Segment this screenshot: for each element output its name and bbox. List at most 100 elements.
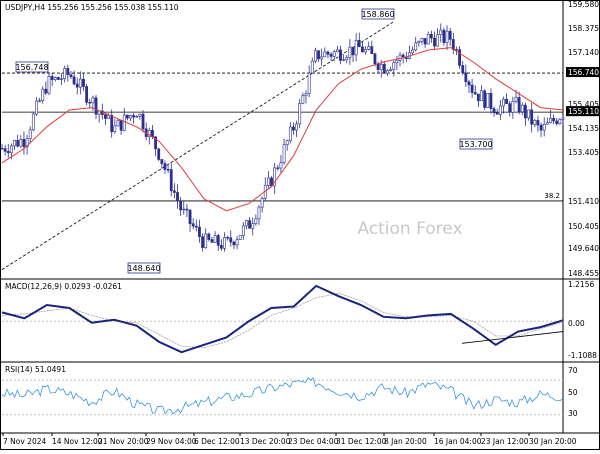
candle-body	[433, 37, 436, 47]
candle-body	[442, 29, 446, 43]
x-tick-label: 23 Dec 04:00	[288, 437, 339, 446]
candle-body	[172, 190, 176, 193]
macd-y-tick: -1.1088	[568, 351, 597, 360]
candle-body	[22, 139, 26, 147]
candle-body	[470, 84, 474, 93]
candle-body	[75, 83, 79, 88]
main-y-tick: 149.640	[568, 244, 599, 253]
candle-body	[160, 159, 164, 164]
candle-body	[276, 167, 280, 169]
candle-body	[251, 223, 255, 229]
main-chart-title: USDJPY,H4 155.256 155.256 155.038 155.11…	[5, 3, 179, 12]
candle-body	[72, 76, 76, 85]
macd-trend-line	[461, 331, 564, 344]
level-tag-156740-box	[566, 67, 599, 78]
candle-body	[53, 77, 57, 80]
candle-body	[226, 237, 230, 239]
candle-body	[448, 30, 452, 40]
candle-body	[317, 50, 320, 60]
candle-body	[417, 41, 421, 44]
fib-level-label: 38.2	[544, 192, 560, 200]
candle-body	[266, 177, 270, 186]
candle-body	[282, 144, 286, 163]
candle-body	[458, 49, 461, 66]
level-box-label: 148.640	[127, 264, 160, 273]
rsi-title: RSI(14) 51.0491	[5, 365, 66, 374]
candle-body	[28, 129, 32, 139]
candle-body	[533, 120, 537, 125]
moving-average-line	[1, 47, 564, 212]
x-tick-label: 7 Nov 2024	[3, 437, 46, 446]
level-box-label: 153.700	[459, 140, 492, 149]
candle-body	[530, 109, 534, 125]
candle-body	[10, 145, 13, 154]
candle-body	[314, 50, 317, 62]
candle-body	[555, 120, 559, 124]
candle-body	[288, 126, 292, 142]
candle-body	[451, 39, 455, 50]
candle-body	[502, 98, 505, 107]
candle-body	[104, 114, 107, 119]
candle-body	[483, 90, 487, 108]
level-box-156.748	[15, 61, 49, 73]
candle-body	[480, 90, 483, 102]
macd-title: MACD(12,26,9) 0.0293 -0.0261	[5, 282, 122, 291]
candle-body	[285, 140, 289, 145]
x-tick-label: 14 Nov 12:00	[52, 437, 103, 446]
candle-body	[382, 64, 386, 74]
candle-body	[69, 74, 73, 78]
level-tag-156740: 156.740	[568, 68, 599, 77]
candle-body	[169, 169, 173, 192]
rsi-line	[1, 377, 564, 415]
candle-body	[429, 34, 433, 39]
candle-body	[476, 93, 480, 102]
level-box-158.860	[361, 8, 395, 20]
candle-body	[3, 148, 7, 152]
candle-body	[238, 235, 242, 240]
candle-body	[179, 200, 183, 211]
candle-body	[558, 119, 562, 124]
candle-body	[498, 105, 502, 115]
candle-body	[182, 208, 186, 211]
watermark-text: Action Forex	[357, 219, 462, 239]
candle-body	[78, 78, 82, 88]
candle-body	[370, 46, 374, 55]
main-y-tick: 159.580	[568, 0, 599, 9]
candle-body	[82, 78, 85, 87]
candle-body	[38, 100, 42, 102]
candle-body	[176, 192, 179, 202]
candle-body	[461, 65, 465, 74]
candle-body	[201, 236, 204, 248]
x-tick-label: 6 Dec 12:00	[194, 437, 240, 446]
candle-body	[464, 72, 468, 83]
candle-body	[345, 57, 349, 60]
candle-body	[138, 113, 142, 117]
candle-body	[166, 169, 170, 171]
candle-body	[335, 49, 339, 53]
candle-body	[91, 97, 95, 104]
candle-body	[473, 92, 477, 95]
candle-body	[386, 70, 389, 74]
current-price-tag-box	[566, 106, 599, 117]
candles-group	[0, 23, 565, 252]
candle-body	[185, 208, 189, 211]
candle-body	[132, 115, 136, 118]
candle-body	[257, 206, 261, 220]
candle-body	[113, 125, 117, 133]
candle-body	[310, 60, 314, 74]
macd-main-line	[1, 284, 564, 354]
candle-body	[323, 51, 327, 58]
candle-body	[19, 139, 23, 147]
main-y-tick: 153.405	[568, 148, 599, 157]
candle-body	[523, 104, 527, 119]
candle-body	[191, 223, 195, 227]
candle-body	[60, 78, 63, 80]
rsi-y-tick: 30	[568, 409, 578, 418]
candle-body	[66, 68, 70, 76]
candle-body	[514, 97, 518, 102]
level-box-label: 158.860	[361, 10, 394, 19]
candle-body	[57, 77, 60, 80]
candle-body	[304, 93, 308, 96]
candle-body	[552, 117, 555, 122]
